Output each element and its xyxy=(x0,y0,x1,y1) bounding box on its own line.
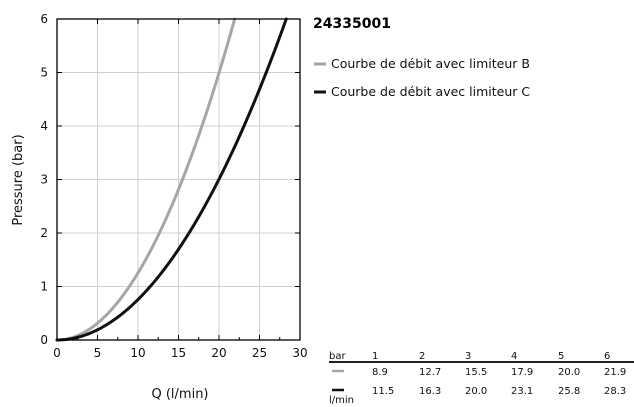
x-axis-title: Q (l/min) xyxy=(151,387,208,402)
x-tick-label: 0 xyxy=(53,346,61,360)
y-axis-title: Pressure (bar) xyxy=(11,134,26,225)
table-cell: 25.8 xyxy=(558,386,580,397)
x-tick-label: 25 xyxy=(252,346,267,360)
legend-label-b: Courbe de débit avec limiteur B xyxy=(331,56,530,71)
table-unit-label: l/min xyxy=(329,395,354,406)
x-tick-label: 20 xyxy=(211,346,226,360)
chart-title: 24335001 xyxy=(313,16,391,32)
y-tick-label: 3 xyxy=(40,173,48,187)
y-tick-label: 2 xyxy=(40,226,48,240)
table-pressure-header: 5 xyxy=(558,351,564,362)
table-pressure-header: 1 xyxy=(372,351,378,362)
table-cell: 8.9 xyxy=(372,367,388,378)
y-tick-label: 4 xyxy=(40,119,48,133)
table-header-label: bar xyxy=(329,351,346,362)
table-cell: 12.7 xyxy=(419,367,441,378)
flow-table: bar l/min 1 2 3 4 5 6 8.9 12.7 15.5 17.9 20.0 21.9 1… xyxy=(329,351,634,406)
table-pressure-header: 6 xyxy=(604,351,610,362)
x-tick-label: 10 xyxy=(130,346,145,360)
table-cell: 23.1 xyxy=(511,386,533,397)
series-line-b xyxy=(55,17,237,342)
table-pressure-header: 2 xyxy=(419,351,425,362)
y-tick-label: 5 xyxy=(40,66,48,80)
table-cell: 20.0 xyxy=(558,367,580,378)
axis-ticks: 0 5 10 15 20 25 30 0 1 2 3 4 5 6 xyxy=(40,12,307,360)
table-pressure-header: 4 xyxy=(511,351,517,362)
table-cell: 28.3 xyxy=(604,386,626,397)
grid xyxy=(57,19,300,340)
legend-label-c: Courbe de débit avec limiteur C xyxy=(331,84,530,99)
table-cell: 20.0 xyxy=(465,386,487,397)
series-lines xyxy=(55,17,288,342)
x-tick-label: 15 xyxy=(171,346,186,360)
table-cell: 21.9 xyxy=(604,367,626,378)
series-line-c xyxy=(55,17,288,342)
legend: Courbe de débit avec limiteur B Courbe d… xyxy=(314,56,530,99)
table-pressure-header: 3 xyxy=(465,351,471,362)
y-tick-label: 0 xyxy=(40,333,48,347)
table-cell: 16.3 xyxy=(419,386,441,397)
y-tick-label: 6 xyxy=(40,12,48,26)
table-cell: 11.5 xyxy=(372,386,394,397)
x-tick-label: 5 xyxy=(94,346,102,360)
x-tick-label: 30 xyxy=(292,346,307,360)
table-cell: 17.9 xyxy=(511,367,533,378)
table-cell: 15.5 xyxy=(465,367,487,378)
y-tick-label: 1 xyxy=(40,280,48,294)
